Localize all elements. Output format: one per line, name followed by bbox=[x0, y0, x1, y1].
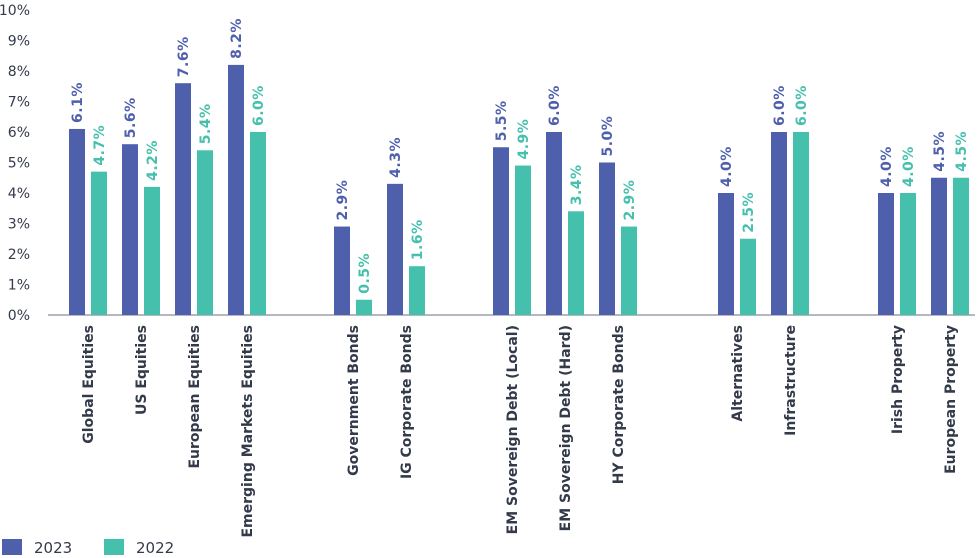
data-label-2022: 4.5% bbox=[954, 131, 970, 172]
bars bbox=[69, 64, 969, 316]
y-tick-label: 0% bbox=[8, 308, 30, 324]
bar-2022 bbox=[515, 165, 531, 315]
data-label-2023: 2.9% bbox=[335, 180, 351, 221]
data-label-2022: 3.4% bbox=[569, 164, 585, 205]
legend-swatch-2023 bbox=[2, 539, 22, 555]
bar-2023 bbox=[387, 183, 403, 315]
y-tick-label: 6% bbox=[8, 125, 30, 141]
bar-2023 bbox=[334, 226, 350, 315]
bar-2023 bbox=[771, 132, 787, 315]
category-labels: Global Equities US Equities European Equit… bbox=[81, 325, 959, 538]
bar-2022 bbox=[900, 193, 916, 315]
category-label: European Property bbox=[943, 325, 959, 474]
data-label-2023: 4.0% bbox=[879, 146, 895, 187]
bar-2022 bbox=[197, 150, 213, 315]
bar-2022 bbox=[953, 177, 969, 315]
y-tick-label: 10% bbox=[0, 3, 30, 19]
bar-2022 bbox=[91, 171, 107, 315]
category-label: Alternatives bbox=[730, 325, 746, 422]
bar-2023 bbox=[228, 64, 244, 316]
category-label: Emerging Markets Equities bbox=[240, 325, 256, 538]
legend-label-2023: 2023 bbox=[34, 539, 72, 557]
data-label-2022: 0.5% bbox=[357, 253, 373, 294]
y-tick-label: 9% bbox=[8, 34, 30, 50]
data-label-2023: 4.0% bbox=[719, 146, 735, 187]
bar-2023 bbox=[69, 128, 85, 315]
y-tick-label: 8% bbox=[8, 64, 30, 80]
data-label-2022: 5.4% bbox=[198, 103, 214, 144]
data-label-2023: 7.6% bbox=[176, 36, 192, 77]
category-label: Infrastructure bbox=[783, 325, 799, 436]
data-label-2023: 4.3% bbox=[388, 137, 404, 178]
y-tick-label: 4% bbox=[8, 186, 30, 202]
category-label: IG Corporate Bonds bbox=[399, 325, 415, 479]
bar-2023 bbox=[546, 132, 562, 315]
data-label-2023: 6.0% bbox=[547, 85, 563, 126]
data-label-2023: 5.6% bbox=[123, 97, 139, 138]
y-tick-label: 1% bbox=[8, 278, 30, 294]
bar-2023 bbox=[122, 144, 138, 315]
data-label-2022: 2.9% bbox=[622, 180, 638, 221]
data-label-2023: 5.5% bbox=[494, 100, 510, 141]
bar-2022 bbox=[356, 299, 372, 315]
bar-2022 bbox=[144, 186, 160, 315]
category-label: EM Sovereign Debt (Hard) bbox=[558, 325, 574, 531]
bar-2022 bbox=[568, 211, 584, 315]
category-label: European Equities bbox=[187, 325, 203, 469]
y-tick-label: 5% bbox=[8, 156, 30, 172]
bar-2023 bbox=[718, 193, 734, 315]
data-label-2023: 5.0% bbox=[600, 116, 616, 157]
bar-2022 bbox=[740, 238, 756, 315]
legend-swatch-2022 bbox=[104, 539, 124, 555]
data-label-2023: 6.0% bbox=[772, 85, 788, 126]
legend-label-2022: 2022 bbox=[136, 539, 174, 557]
data-label-2022: 6.0% bbox=[794, 85, 810, 126]
category-label: US Equities bbox=[134, 325, 150, 415]
bar-2022 bbox=[621, 226, 637, 315]
data-label-2022: 6.0% bbox=[251, 85, 267, 126]
data-label-2022: 1.6% bbox=[410, 219, 426, 260]
y-tick-label: 7% bbox=[8, 95, 30, 111]
category-label: Government Bonds bbox=[346, 325, 362, 476]
category-label: HY Corporate Bonds bbox=[611, 325, 627, 484]
data-label-2022: 4.9% bbox=[516, 119, 532, 160]
bar-2023 bbox=[878, 193, 894, 315]
data-labels: 6.1% 4.7% 5.6% 4.2% 7.6% 5.4% 8.2% 6.0% 2.9% 0.5%… bbox=[70, 18, 970, 294]
y-axis: 0% 1% 2% 3% 4% 5% 6% 7% 8% 9% 10% bbox=[0, 3, 30, 324]
bar-2023 bbox=[599, 162, 615, 315]
data-label-2022: 2.5% bbox=[741, 192, 757, 233]
data-label-2022: 4.0% bbox=[901, 146, 917, 187]
bar-2022 bbox=[793, 132, 809, 315]
category-label: Irish Property bbox=[890, 325, 906, 434]
data-label-2023: 8.2% bbox=[229, 18, 245, 59]
bar-2023 bbox=[493, 147, 509, 315]
data-label-2023: 6.1% bbox=[70, 82, 86, 123]
category-label: Global Equities bbox=[81, 325, 97, 444]
category-label: EM Sovereign Debt (Local) bbox=[505, 325, 521, 534]
bar-2023 bbox=[175, 83, 191, 315]
data-label-2023: 4.5% bbox=[932, 131, 948, 172]
data-label-2022: 4.7% bbox=[92, 125, 108, 166]
legend: 2023 2022 bbox=[2, 539, 174, 557]
y-tick-label: 2% bbox=[8, 247, 30, 263]
bar-2022 bbox=[409, 266, 425, 315]
data-label-2022: 4.2% bbox=[145, 140, 161, 181]
y-tick-label: 3% bbox=[8, 217, 30, 233]
bar-2022 bbox=[250, 132, 266, 315]
bar-2023 bbox=[931, 177, 947, 315]
